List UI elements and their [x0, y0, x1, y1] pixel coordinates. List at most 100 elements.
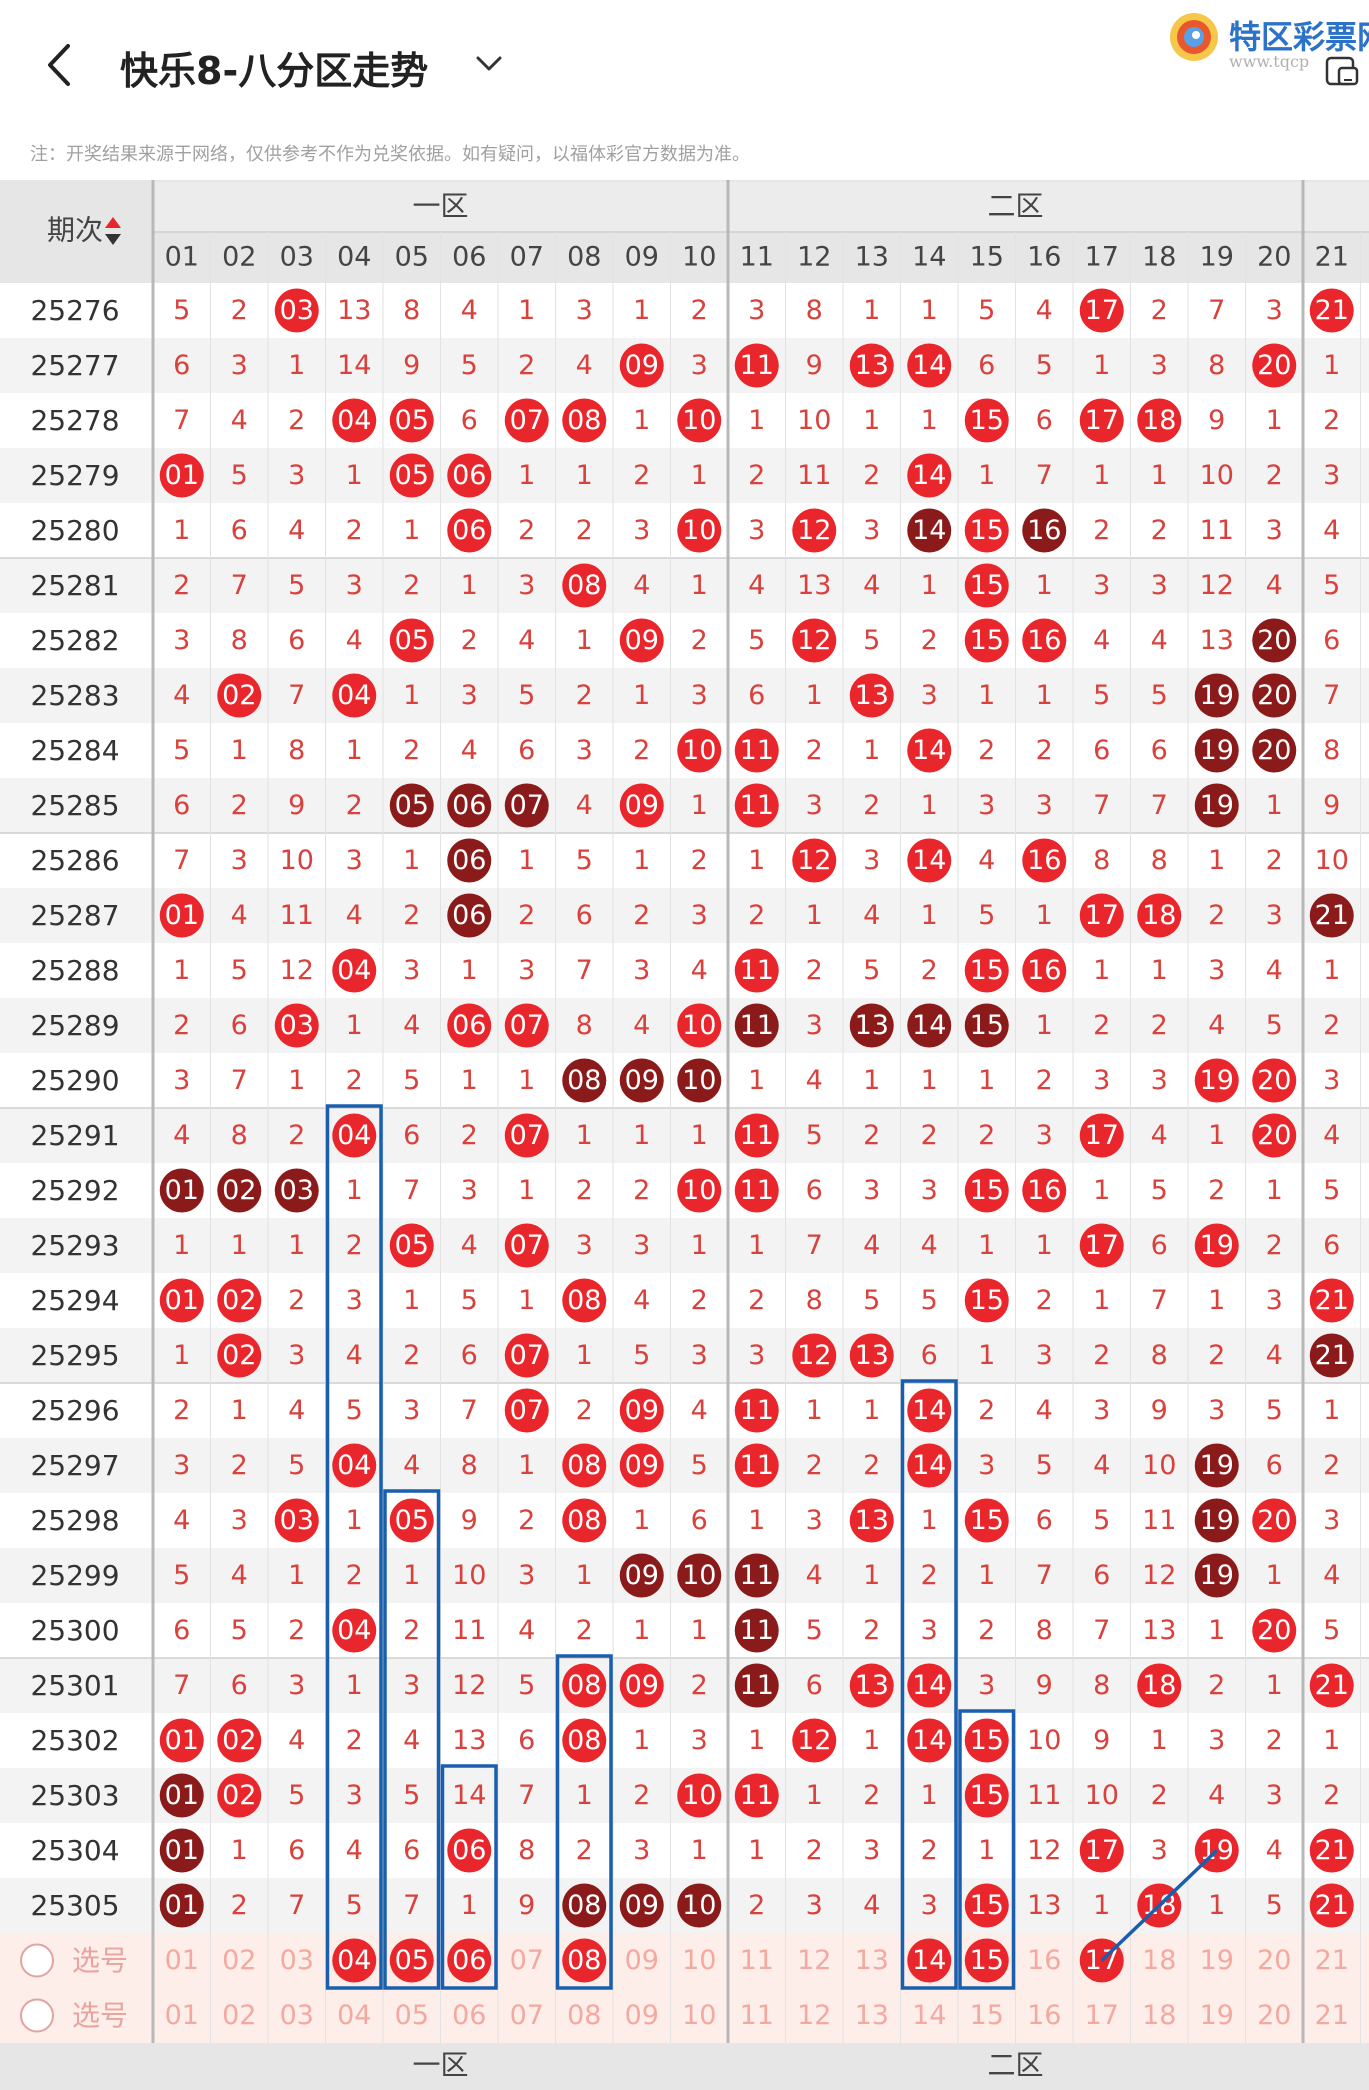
- selected-ball-15[interactable]: [964, 1938, 1009, 1983]
- period-cell: 25284: [30, 734, 119, 767]
- ball-number: 07: [510, 1120, 544, 1151]
- miss-count: 1: [633, 1120, 650, 1151]
- ball-number: 18: [1142, 405, 1176, 436]
- miss-count: 3: [461, 1175, 478, 1206]
- miss-count: 7: [173, 1670, 190, 1701]
- miss-count: 3: [978, 790, 995, 821]
- miss-count: 3: [748, 1340, 765, 1371]
- miss-count: 5: [346, 1395, 363, 1426]
- miss-count: 1: [1036, 1230, 1053, 1261]
- row-band: [0, 1218, 1369, 1273]
- miss-count: 3: [1093, 1395, 1110, 1426]
- miss-count: 4: [806, 1065, 823, 1096]
- column-header-03: 03: [280, 242, 314, 273]
- ball-number: 09: [625, 1395, 659, 1426]
- ball-10: [677, 1773, 722, 1818]
- ball-number: 19: [1200, 1560, 1234, 1591]
- column-header-06: 06: [452, 242, 486, 273]
- ball-14: [907, 1003, 952, 1048]
- ball-15: [964, 398, 1009, 443]
- column-header-15: 15: [970, 242, 1004, 273]
- ball-11: [734, 343, 779, 388]
- column-header-01: 01: [165, 242, 199, 273]
- miss-count: 1: [518, 1285, 535, 1316]
- miss-count: 5: [288, 1450, 305, 1481]
- miss-count: 1: [921, 405, 938, 436]
- diagonal-mark: [1100, 1849, 1218, 1962]
- miss-count: 3: [691, 900, 708, 931]
- miss-count: 1: [173, 515, 190, 546]
- selected-ball-05[interactable]: [389, 1938, 434, 1983]
- miss-count: 7: [576, 955, 593, 986]
- row-band: [0, 338, 1369, 393]
- ball-20: [1252, 1498, 1297, 1543]
- ball-09: [619, 1663, 664, 1708]
- phone-icon[interactable]: [1325, 56, 1359, 86]
- miss-count: 8: [1208, 350, 1225, 381]
- page-title[interactable]: 快乐8-八分区走势: [120, 49, 429, 93]
- miss-count: 1: [1036, 570, 1053, 601]
- miss-count: 4: [1323, 1560, 1340, 1591]
- ball-number: 15: [970, 515, 1004, 546]
- miss-count: 4: [403, 1010, 420, 1041]
- ball-19: [1194, 1058, 1239, 1103]
- miss-count: 3: [1208, 1725, 1225, 1756]
- miss-count: 6: [173, 790, 190, 821]
- period-cell: 25293: [30, 1229, 119, 1262]
- radio-circle-icon[interactable]: [20, 1943, 54, 1978]
- back-arrow-icon[interactable]: [40, 40, 80, 90]
- sort-down-icon[interactable]: [105, 234, 121, 245]
- ball-06: [447, 453, 492, 498]
- app-header: 快乐8-八分区走势 特区彩票网 www.tqcp: [0, 0, 1369, 135]
- miss-count: 2: [288, 1615, 305, 1646]
- period-cell: 25295: [30, 1339, 119, 1372]
- ball-number: 15: [970, 1505, 1004, 1536]
- ball-08: [562, 1718, 607, 1763]
- miss-count: 1: [518, 1065, 535, 1096]
- miss-count: 8: [403, 295, 420, 326]
- select-number: 03: [280, 1945, 314, 1976]
- miss-count: 2: [748, 900, 765, 931]
- ball-number: 19: [1200, 1450, 1234, 1481]
- sort-up-icon[interactable]: [105, 217, 121, 228]
- miss-count: 2: [863, 790, 880, 821]
- miss-count: 6: [231, 515, 248, 546]
- miss-count: 1: [403, 845, 420, 876]
- ball-15: [964, 618, 1009, 663]
- miss-count: 1: [806, 900, 823, 931]
- selected-ball-06[interactable]: [447, 1938, 492, 1983]
- ball-12: [792, 508, 837, 553]
- miss-count: 2: [576, 1835, 593, 1866]
- miss-count: 2: [806, 955, 823, 986]
- miss-count: 1: [921, 1505, 938, 1536]
- column-header-21: 21: [1315, 242, 1349, 273]
- ball-06: [447, 1003, 492, 1048]
- miss-count: 2: [978, 735, 995, 766]
- miss-count: 2: [1036, 1065, 1053, 1096]
- ball-number: 05: [395, 460, 429, 491]
- ball-number: 01: [165, 1725, 199, 1756]
- miss-count: 5: [173, 735, 190, 766]
- selected-ball-04[interactable]: [332, 1938, 377, 1983]
- miss-count: 2: [921, 1120, 938, 1151]
- disclaimer-note: 注：开奖结果来源于网络，仅供参考不作为兑奖依据。如有疑问，以福体彩官方数据为准。: [30, 144, 750, 165]
- ball-05: [389, 1498, 434, 1543]
- ball-number: 14: [912, 1010, 946, 1041]
- miss-count: 1: [346, 1505, 363, 1536]
- chevron-down-icon[interactable]: [474, 52, 504, 76]
- period-cell: 25302: [30, 1724, 119, 1757]
- selected-ball-08[interactable]: [562, 1938, 607, 1983]
- selected-ball-14[interactable]: [907, 1938, 952, 1983]
- ball-number: 10: [682, 1780, 716, 1811]
- ball-number: 12: [797, 845, 831, 876]
- ball-20: [1252, 1608, 1297, 1653]
- radio-circle-icon[interactable]: [20, 1998, 54, 2033]
- miss-count: 5: [921, 1285, 938, 1316]
- miss-count: 2: [576, 1175, 593, 1206]
- miss-count: 2: [863, 1615, 880, 1646]
- miss-count: 1: [346, 1010, 363, 1041]
- miss-count: 7: [1093, 790, 1110, 821]
- ball-number: 05: [395, 1230, 429, 1261]
- miss-count: 3: [1323, 460, 1340, 491]
- miss-count: 1: [748, 1065, 765, 1096]
